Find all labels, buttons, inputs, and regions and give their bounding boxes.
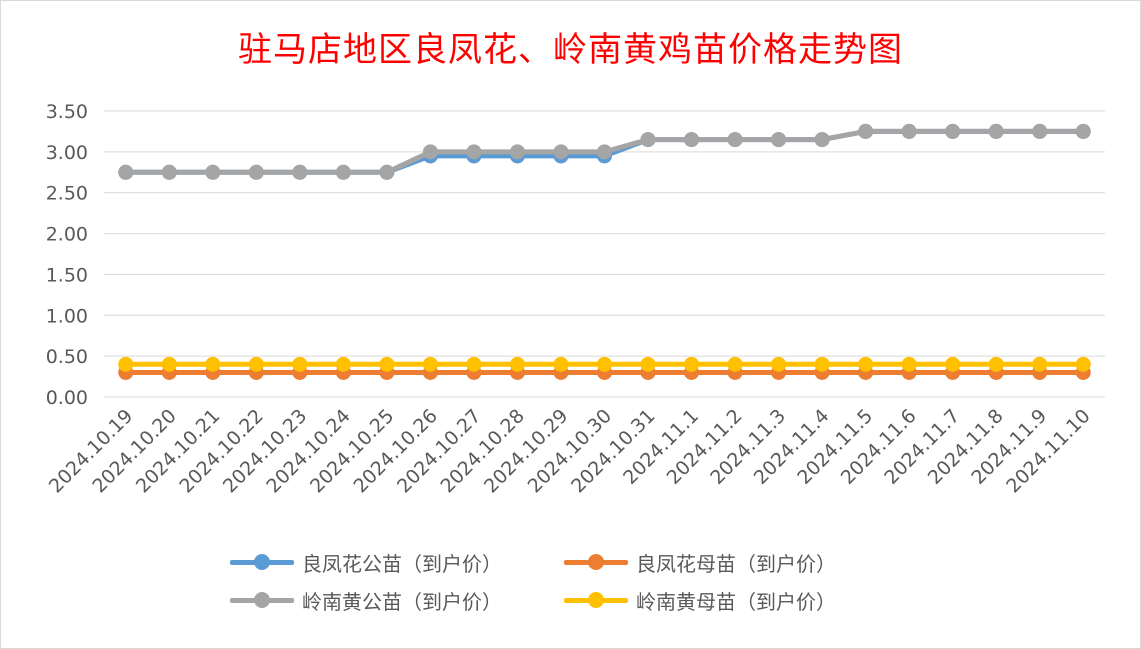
- legend-label: 良凤花母苗（到户价）: [636, 551, 836, 576]
- data-point[interactable]: [858, 123, 874, 139]
- data-point[interactable]: [161, 164, 177, 180]
- data-point[interactable]: [640, 356, 656, 372]
- y-tick-label: 2.00: [46, 224, 88, 246]
- data-point[interactable]: [771, 356, 787, 372]
- data-point[interactable]: [118, 164, 134, 180]
- legend-swatch-icon: [564, 552, 628, 572]
- data-point[interactable]: [814, 132, 830, 148]
- data-point[interactable]: [684, 356, 700, 372]
- data-point[interactable]: [422, 144, 438, 160]
- legend-swatch-icon: [230, 552, 294, 572]
- legend-item-liangfenghua-male[interactable]: 良凤花公苗（到户价）: [230, 548, 564, 576]
- data-point[interactable]: [640, 132, 656, 148]
- data-point[interactable]: [118, 356, 134, 372]
- data-point[interactable]: [292, 356, 308, 372]
- legend: 良凤花公苗（到户价） 良凤花母苗（到户价） 岭南黄公苗（到户价） 岭南黄母苗（到…: [230, 548, 930, 614]
- data-point[interactable]: [901, 356, 917, 372]
- data-point[interactable]: [945, 356, 961, 372]
- legend-label: 岭南黄公苗（到户价）: [302, 589, 502, 614]
- series-3: [118, 356, 1091, 372]
- legend-label: 良凤花公苗（到户价）: [302, 551, 502, 576]
- legend-swatch-icon: [230, 590, 294, 610]
- legend-label: 岭南黄母苗（到户价）: [636, 589, 836, 614]
- y-tick-label: 0.50: [46, 346, 88, 368]
- data-point[interactable]: [161, 356, 177, 372]
- data-point[interactable]: [988, 356, 1004, 372]
- y-tick-label: 2.50: [46, 183, 88, 205]
- chart-title: 驻马店地区良凤花、岭南黄鸡苗价格走势图: [238, 30, 903, 70]
- data-point[interactable]: [727, 132, 743, 148]
- data-point[interactable]: [858, 356, 874, 372]
- data-point[interactable]: [553, 356, 569, 372]
- data-point[interactable]: [814, 356, 830, 372]
- data-point[interactable]: [1075, 123, 1091, 139]
- data-point[interactable]: [988, 123, 1004, 139]
- data-point[interactable]: [1075, 356, 1091, 372]
- series-2: [118, 123, 1091, 180]
- series-lines: [118, 123, 1091, 380]
- data-point[interactable]: [379, 164, 395, 180]
- legend-item-liangfenghua-female[interactable]: 良凤花母苗（到户价）: [564, 548, 904, 576]
- y-tick-label: 3.50: [46, 101, 88, 123]
- data-point[interactable]: [422, 356, 438, 372]
- data-point[interactable]: [466, 356, 482, 372]
- y-tick-label: 1.50: [46, 264, 88, 286]
- data-point[interactable]: [248, 356, 264, 372]
- data-point[interactable]: [771, 132, 787, 148]
- data-point[interactable]: [205, 164, 221, 180]
- legend-item-lingnanhuang-male[interactable]: 岭南黄公苗（到户价）: [230, 586, 564, 614]
- data-point[interactable]: [945, 123, 961, 139]
- data-point[interactable]: [727, 356, 743, 372]
- data-point[interactable]: [1032, 356, 1048, 372]
- x-axis-tick-labels: 2024.10.192024.10.202024.10.212024.10.22…: [45, 405, 1095, 497]
- data-point[interactable]: [292, 164, 308, 180]
- data-point[interactable]: [684, 132, 700, 148]
- data-point[interactable]: [553, 144, 569, 160]
- data-point[interactable]: [335, 164, 351, 180]
- data-point[interactable]: [509, 144, 525, 160]
- y-tick-label: 1.00: [46, 305, 88, 327]
- data-point[interactable]: [248, 164, 264, 180]
- data-point[interactable]: [205, 356, 221, 372]
- data-point[interactable]: [379, 356, 395, 372]
- data-point[interactable]: [1032, 123, 1048, 139]
- data-point[interactable]: [509, 356, 525, 372]
- data-point[interactable]: [597, 356, 612, 372]
- data-point[interactable]: [901, 123, 917, 139]
- y-tick-label: 0.00: [46, 387, 88, 409]
- data-point[interactable]: [466, 144, 482, 160]
- y-axis-tick-labels: 0.00 0.50 1.00 1.50 2.00 2.50 3.00 3.50: [46, 101, 88, 409]
- legend-swatch-icon: [564, 590, 628, 610]
- data-point[interactable]: [335, 356, 351, 372]
- y-tick-label: 3.00: [46, 142, 88, 164]
- legend-item-lingnanhuang-female[interactable]: 岭南黄母苗（到户价）: [564, 586, 904, 614]
- data-point[interactable]: [597, 144, 612, 160]
